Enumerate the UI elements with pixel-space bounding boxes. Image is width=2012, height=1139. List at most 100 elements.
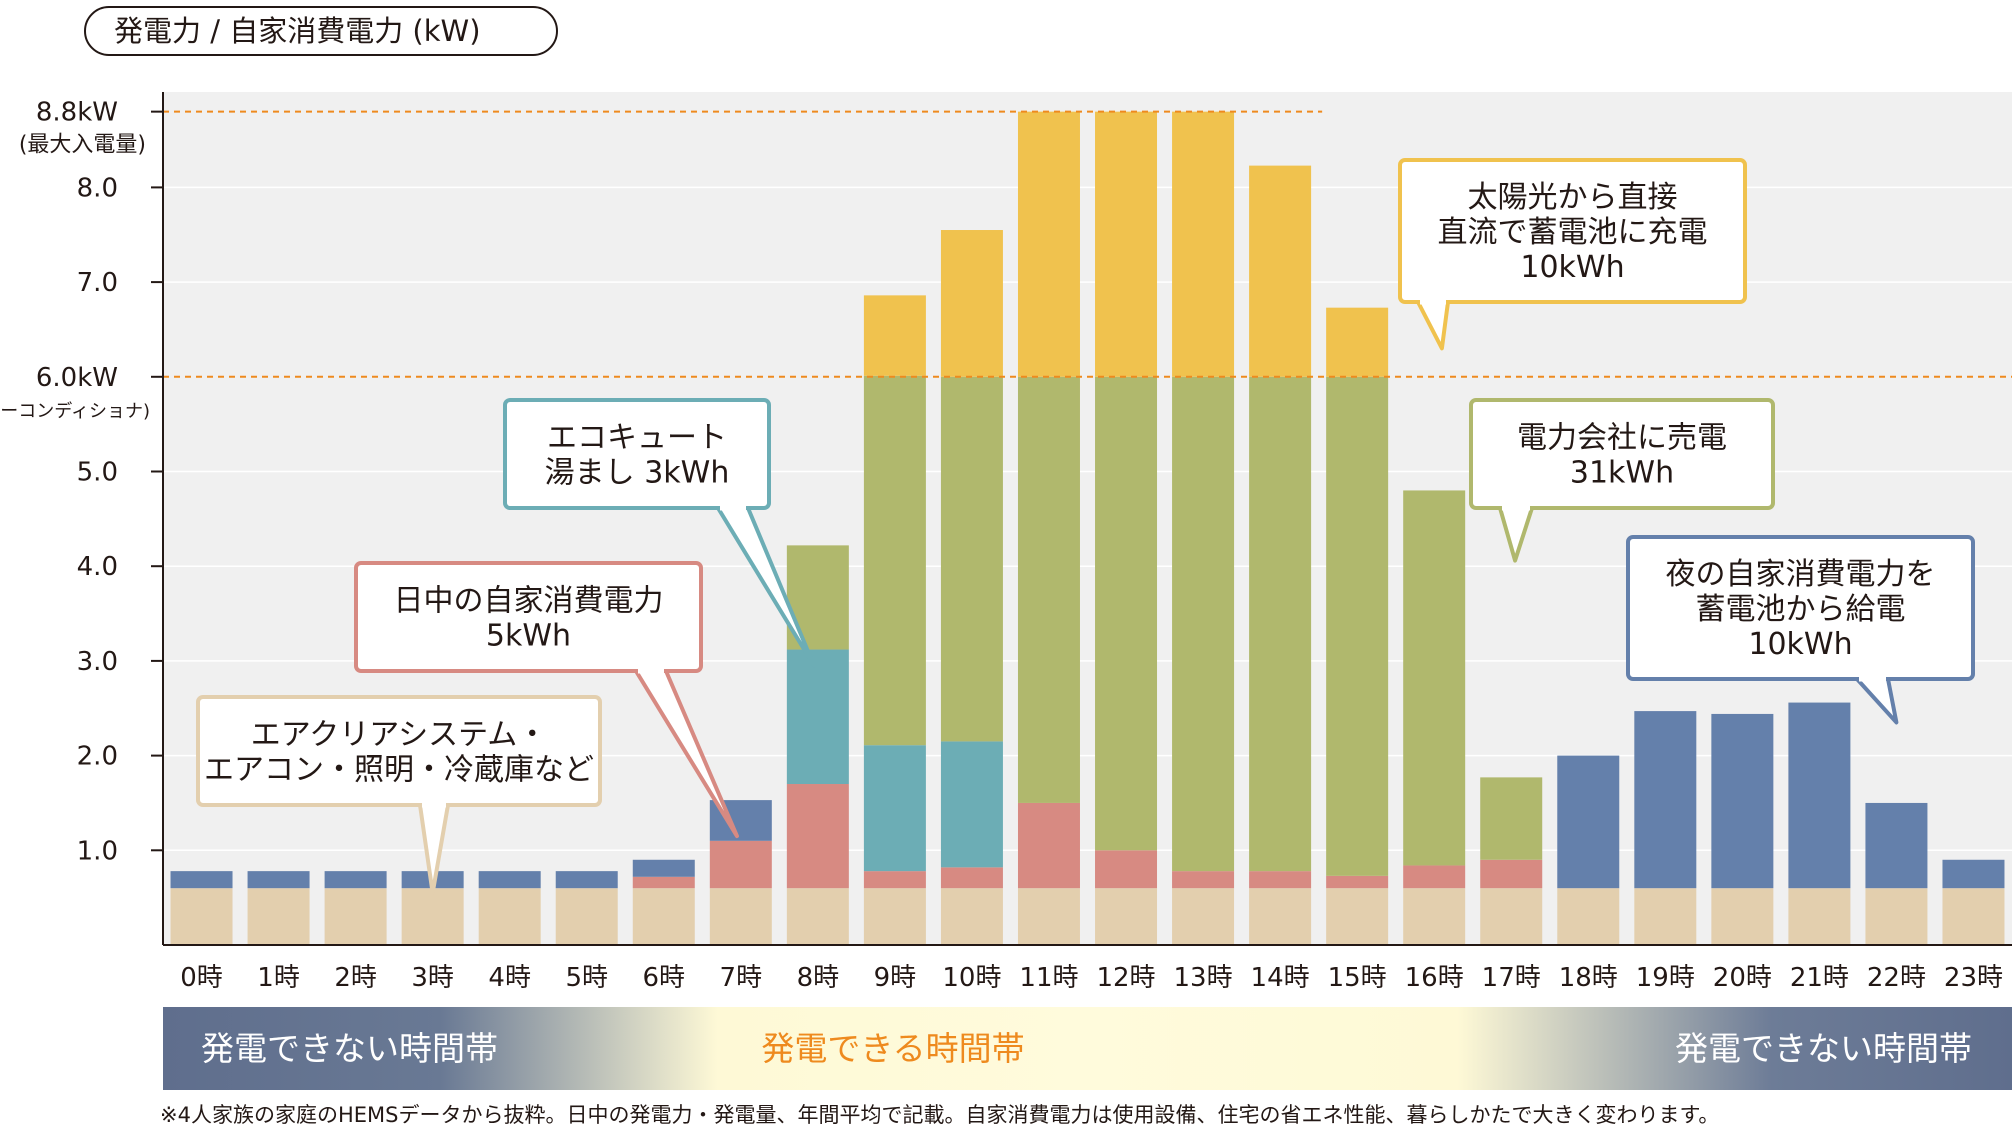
x-tick-label: 6時: [642, 963, 685, 993]
bar-segment-night: [632, 859, 695, 877]
callout-text: 10kWh: [1520, 250, 1624, 285]
y-tick-label: 5.0: [77, 458, 118, 488]
x-tick-label: 4時: [488, 963, 531, 993]
bar-segment-night: [1557, 755, 1620, 889]
bar-segment-battery: [1326, 307, 1389, 377]
callout-text: 蓄電池から給電: [1696, 592, 1906, 627]
x-tick-label: 11時: [1019, 963, 1078, 993]
y-tick-label: 3.0: [77, 647, 118, 677]
bar-segment-battery: [1172, 111, 1235, 377]
bar-segment-sell: [1172, 376, 1235, 872]
x-tick-label: 12時: [1096, 963, 1155, 993]
bar-segment-night: [1865, 802, 1928, 889]
callout-text: 電力会社に売電: [1517, 421, 1727, 456]
y-tick-label: 8.8kW: [36, 98, 118, 128]
bar-segment-night: [1634, 711, 1697, 889]
bar-segment-daytime: [1480, 859, 1543, 889]
bar-segment-sell: [1017, 376, 1080, 803]
unit-label: 発電力 / 自家消費電力 (kW): [84, 6, 558, 56]
x-tick-label: 17時: [1482, 963, 1541, 993]
bar-segment-base: [1480, 888, 1543, 945]
bar-segment-ecocute: [863, 745, 926, 872]
x-tick-label: 8時: [797, 963, 840, 993]
bar-segment-battery: [940, 230, 1003, 377]
generation-time-band: 発電できない時間帯 発電できる時間帯 発電できない時間帯: [163, 1007, 2012, 1090]
bar-segment-ecocute: [940, 741, 1003, 868]
bar-segment-daytime: [709, 840, 772, 889]
callout-box: [1469, 398, 1775, 510]
bar-segment-ecocute: [786, 649, 849, 785]
callout-text: 夜の自家消費電力を: [1666, 557, 1936, 592]
bar-segment-battery: [1017, 111, 1080, 377]
bar-segment-night: [1788, 702, 1851, 889]
y-tick-sublabel: (最大入電量): [19, 133, 146, 158]
bar-segment-daytime: [1017, 802, 1080, 889]
bar-segment-night: [478, 871, 541, 889]
band-right-label: 発電できない時間帯: [1675, 1029, 1972, 1068]
y-tick-label: 4.0: [77, 552, 118, 582]
callout-text: 太陽光から直接: [1468, 180, 1678, 215]
bar-segment-battery: [863, 295, 926, 376]
bar-segment-base: [1557, 888, 1620, 945]
y-tick-label: 6.0kW: [36, 363, 118, 393]
bar-segment-base: [1326, 888, 1389, 945]
bar-segment-base: [324, 888, 387, 945]
footnote: ※4人家族の家庭のHEMSデータから抜粋。日中の発電力・発電量、年間平均で記載。…: [160, 1103, 1720, 1127]
y-tick-label: 1.0: [77, 836, 118, 866]
y-tick-label: 7.0: [77, 268, 118, 298]
bar-segment-base: [1249, 888, 1312, 945]
bar-segment-daytime: [1249, 871, 1312, 889]
bar-segment-base: [1172, 888, 1235, 945]
bar-segment-base: [1942, 888, 2005, 945]
x-tick-label: 3時: [411, 963, 454, 993]
callout-box: [196, 695, 602, 807]
callout-text: 湯まし 3kWh: [545, 456, 730, 491]
bar-segment-night: [324, 871, 387, 889]
x-tick-label: 15時: [1328, 963, 1387, 993]
bar-segment-base: [1095, 888, 1158, 945]
x-tick-label: 14時: [1251, 963, 1310, 993]
callout-text: エコキュート: [547, 421, 727, 456]
callout-text: 直流で蓄電池に充電: [1438, 215, 1708, 250]
callout-box: [1626, 535, 1975, 681]
bar-segment-base: [1711, 888, 1774, 945]
x-tick-label: 10時: [942, 963, 1001, 993]
bar-segment-base: [1017, 888, 1080, 945]
x-tick-label: 18時: [1559, 963, 1618, 993]
bar-segment-sell: [1480, 777, 1543, 860]
bar-segment-base: [940, 888, 1003, 945]
x-tick-label: 20時: [1713, 963, 1772, 993]
callout-text: 日中の自家消費電力: [394, 584, 664, 619]
callout-text: エアクリアシステム・: [251, 718, 547, 753]
bar-segment-base: [709, 888, 772, 945]
bar-segment-base: [170, 888, 233, 945]
bar-segment-battery: [1095, 111, 1158, 377]
bar-segment-daytime: [786, 784, 849, 889]
bar-segment-base: [1788, 888, 1851, 945]
bar-segment-base: [401, 888, 464, 945]
bar-segment-sell: [1249, 376, 1312, 872]
x-tick-label: 21時: [1790, 963, 1849, 993]
bar-segment-night: [1711, 713, 1774, 889]
x-tick-label: 1時: [257, 963, 300, 993]
bar-segment-base: [478, 888, 541, 945]
y-tick-sublabel: (パワーコンディショナ): [0, 401, 150, 422]
bar-segment-daytime: [863, 871, 926, 889]
x-tick-label: 16時: [1405, 963, 1464, 993]
x-tick-label: 7時: [720, 963, 763, 993]
callout-text: 31kWh: [1570, 456, 1674, 491]
bar-segment-daytime: [1326, 875, 1389, 889]
bar-segment-daytime: [1095, 850, 1158, 889]
bar-segment-night: [1942, 859, 2005, 889]
x-tick-label: 0時: [180, 963, 223, 993]
stacked-bar-chart: 1.0 2.0 3.0 4.0 5.0 6.0kW (パワーコンディショナ) 7.0 8.0 8.…: [0, 92, 2012, 993]
bar-segment-night: [247, 871, 310, 889]
callout-text: 10kWh: [1748, 627, 1852, 662]
bar-segment-sell: [1403, 490, 1466, 866]
bar-segment-sell: [863, 375, 926, 746]
bar-segment-sell: [940, 376, 1003, 742]
